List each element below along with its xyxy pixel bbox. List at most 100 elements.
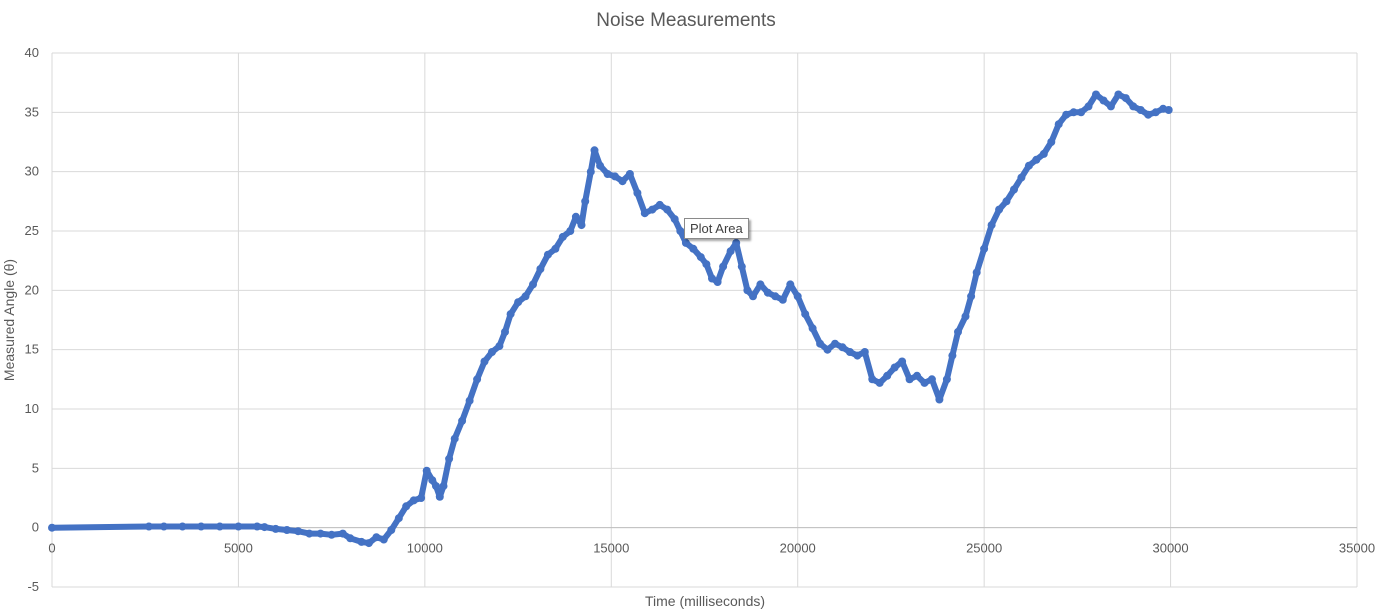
data-point[interactable] [543,250,552,259]
data-point[interactable] [590,146,599,155]
data-point[interactable] [465,396,474,405]
data-point[interactable] [913,371,921,380]
data-point[interactable] [1047,138,1056,146]
data-point[interactable] [732,238,741,247]
data-point[interactable] [676,227,685,235]
data-point[interactable] [558,232,567,241]
data-point[interactable] [954,327,962,336]
data-point[interactable] [480,357,489,366]
data-point[interactable] [1039,149,1048,158]
data-point[interactable] [514,298,523,307]
data-point[interactable] [778,295,787,304]
data-point[interactable] [972,268,981,277]
data-point[interactable] [197,522,206,531]
data-point[interactable] [338,529,347,538]
data-point[interactable] [618,177,627,186]
data-point[interactable] [890,363,899,372]
data-point[interactable] [1114,90,1123,99]
data-point[interactable] [681,238,690,247]
data-point[interactable] [726,247,735,256]
data-point[interactable] [439,482,448,491]
data-point[interactable] [860,348,869,356]
data-point[interactable] [771,292,780,301]
data-point[interactable] [159,522,168,531]
data-point[interactable] [853,351,862,360]
data-point[interactable] [488,348,496,356]
data-point[interactable] [346,534,355,543]
data-point[interactable] [521,292,530,301]
data-point[interactable] [1084,102,1093,111]
data-point[interactable] [387,526,396,534]
data-point[interactable] [838,343,847,352]
data-point[interactable] [1136,106,1145,114]
data-point[interactable] [868,375,877,384]
data-point[interactable] [445,454,454,463]
data-point[interactable] [536,265,545,273]
data-point[interactable] [696,253,705,262]
data-point[interactable] [625,170,634,178]
data-point[interactable] [905,375,914,384]
data-point[interactable] [586,167,595,176]
data-point[interactable] [379,535,388,544]
data-point[interactable] [48,523,56,532]
data-point[interactable] [551,244,560,253]
data-point[interactable] [611,172,619,181]
data-point[interactable] [633,189,642,197]
data-point[interactable] [357,537,366,546]
data-point[interactable] [801,310,810,319]
data-point[interactable] [920,378,929,387]
data-point[interactable] [603,170,612,178]
data-point[interactable] [1144,110,1153,119]
data-point[interactable] [215,522,224,531]
data-point[interactable] [702,260,711,269]
data-point[interactable] [1017,173,1026,182]
data-point[interactable] [793,292,802,301]
data-point[interactable] [749,292,757,301]
data-point[interactable] [327,530,336,539]
data-point[interactable] [495,342,504,351]
data-point[interactable] [763,288,772,297]
data-point[interactable] [428,476,437,485]
data-point[interactable] [961,312,970,321]
data-point[interactable] [1077,108,1086,117]
series-points-group[interactable] [48,90,1173,548]
data-point[interactable] [577,221,586,230]
data-point[interactable] [1032,155,1041,164]
data-point[interactable] [756,280,765,289]
data-point[interactable] [875,378,884,387]
data-point[interactable] [1062,110,1071,119]
data-point[interactable] [1106,102,1115,111]
data-point[interactable] [743,286,752,295]
data-point[interactable] [294,527,303,536]
data-point[interactable] [655,200,664,209]
data-point[interactable] [144,522,153,531]
data-point[interactable] [372,533,381,542]
data-point[interactable] [808,324,817,333]
data-point[interactable] [995,205,1004,214]
data-point[interactable] [1121,94,1130,103]
data-point[interactable] [831,339,839,348]
data-point[interactable] [967,292,976,301]
data-point[interactable] [1069,108,1078,117]
data-point[interactable] [282,526,291,534]
data-point[interactable] [1129,102,1138,111]
data-point[interactable] [648,205,657,214]
data-point[interactable] [450,434,459,443]
data-point[interactable] [178,522,187,531]
data-point[interactable] [948,351,957,360]
data-point[interactable] [506,310,515,319]
data-point[interactable] [987,221,996,230]
data-point[interactable] [927,375,936,384]
data-point[interactable] [713,278,722,286]
data-point[interactable] [1099,96,1108,105]
data-point[interactable] [1092,90,1100,99]
data-point[interactable] [501,327,509,336]
data-point[interactable] [898,357,907,366]
data-point[interactable] [260,523,269,532]
data-point[interactable] [473,375,482,384]
data-point[interactable] [581,197,590,206]
data-point[interactable] [432,482,440,491]
data-point[interactable] [670,215,679,224]
data-point[interactable] [596,161,605,170]
data-point[interactable] [234,522,243,531]
